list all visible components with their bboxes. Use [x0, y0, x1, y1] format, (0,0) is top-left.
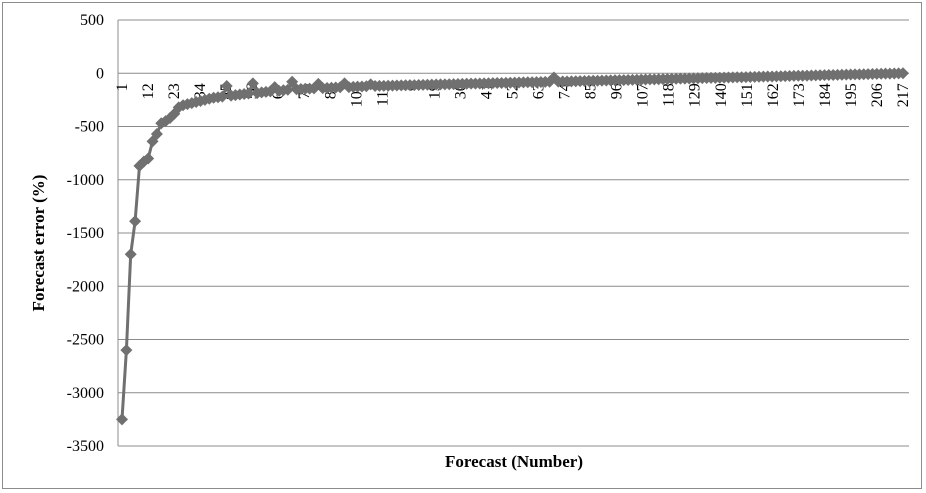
x-tick-label: 173	[791, 83, 808, 107]
y-tick-label: -1000	[67, 172, 104, 189]
x-tick-label: 63	[531, 83, 548, 99]
y-tick-label: 500	[80, 12, 104, 29]
x-tick-label: 12	[140, 83, 157, 99]
x-tick-label: 162	[765, 83, 782, 107]
series-line	[120, 71, 904, 420]
x-tick-label: 1	[114, 83, 131, 91]
x-tick-label: 140	[713, 83, 730, 107]
gridlines	[117, 19, 909, 447]
x-tick-label: 52	[505, 83, 522, 99]
x-tick-label: 184	[817, 83, 834, 107]
x-tick-label: 206	[869, 83, 886, 107]
data-point	[150, 127, 163, 140]
y-tick-label: -3000	[67, 385, 104, 402]
y-axis-title: Forecast error (%)	[29, 175, 48, 312]
data-point	[242, 87, 255, 100]
x-tick-label: 96	[609, 83, 626, 99]
data-point	[142, 152, 155, 165]
x-tick-label: 217	[895, 83, 912, 107]
x-tick-label: 195	[843, 83, 860, 107]
y-tick-labels: 500 0 -500 -1000 -1500 -2000 -2500 -3000 -3500	[67, 12, 104, 455]
data-point	[129, 215, 142, 228]
data-point	[116, 413, 128, 426]
y-tick-label: -2500	[67, 332, 104, 349]
x-tick-label: 107	[635, 83, 652, 107]
data-point	[124, 248, 137, 261]
y-tick-label: -2000	[67, 278, 104, 295]
x-tick-label: 118	[661, 83, 678, 106]
data-point	[897, 67, 909, 80]
data-point	[220, 80, 233, 93]
y-tick-label: -1500	[67, 225, 104, 242]
x-tick-label: 151	[739, 83, 756, 107]
x-tick-label: 129	[687, 83, 704, 107]
x-axis-title: Forecast (Number)	[445, 452, 583, 471]
data-point	[246, 77, 259, 90]
x-tick-label: 23	[166, 83, 183, 99]
x-tick-label: 74	[557, 83, 574, 99]
data-point	[216, 90, 229, 103]
series-markers	[116, 67, 909, 426]
y-tick-label: -500	[75, 119, 104, 136]
x-tick-label: 85	[583, 83, 600, 99]
data-point	[281, 83, 294, 96]
data-point	[120, 344, 133, 357]
y-tick-label: -3500	[67, 438, 104, 455]
y-tick-label: 0	[96, 65, 104, 82]
